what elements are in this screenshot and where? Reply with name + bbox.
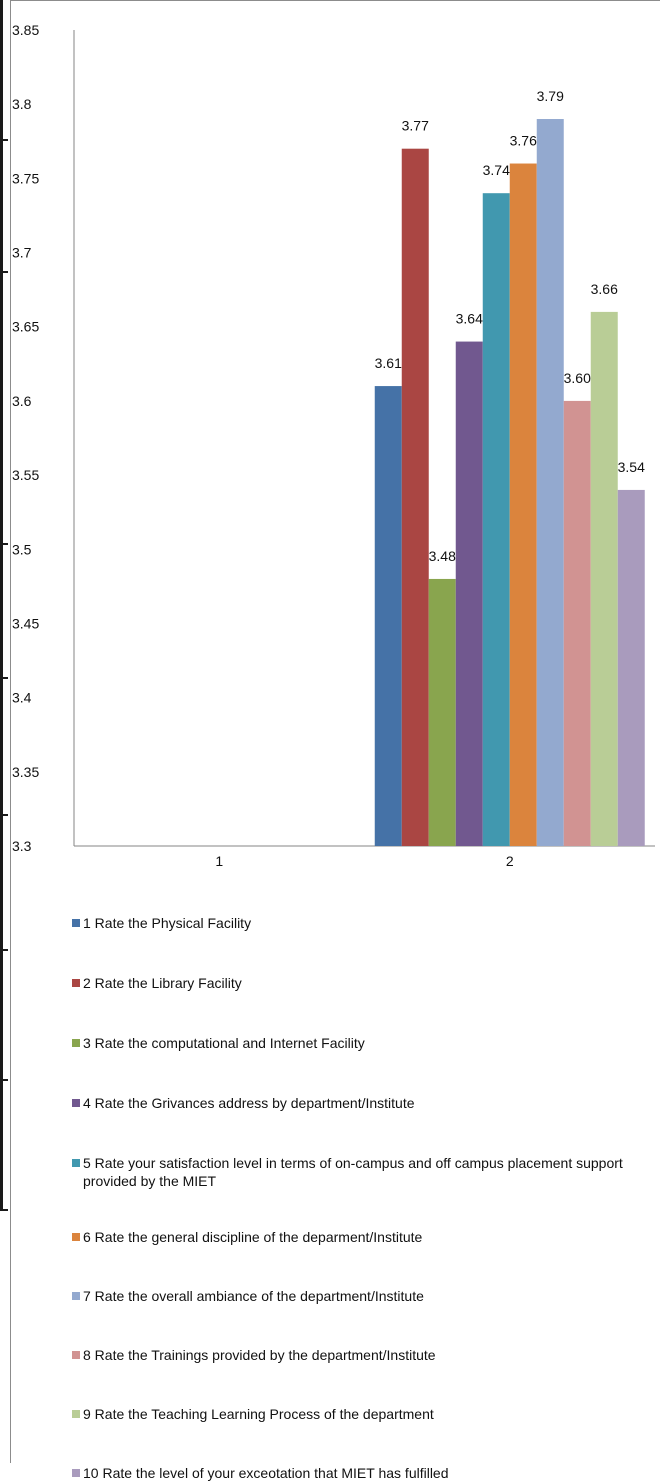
y-tick-label: 3.45 — [12, 615, 39, 631]
data-label-series-8: 3.60 — [564, 370, 591, 386]
legend-label: 6 Rate the general discipline of the dep… — [83, 1229, 423, 1245]
legend-item-5: 5 Rate your satisfaction level in terms … — [72, 1154, 643, 1190]
legend-item-4: 4 Rate the Grivances address by departme… — [72, 1094, 643, 1112]
y-tick-label: 3.75 — [12, 170, 39, 186]
y-tick-label: 3.4 — [12, 690, 32, 706]
legend-item-1: 1 Rate the Physical Facility — [72, 914, 643, 932]
bar-series — [374, 119, 645, 847]
table-row-divider — [0, 1079, 8, 1081]
legend-label: 7 Rate the overall ambiance of the depar… — [83, 1288, 424, 1304]
y-tick-label: 3.35 — [12, 764, 39, 780]
bar-series-3 — [428, 578, 456, 846]
data-label-series-3: 3.48 — [429, 548, 456, 564]
bar-series-2 — [401, 148, 429, 846]
legend-label: 1 Rate the Physical Facility — [83, 915, 252, 931]
table-row-divider — [0, 677, 8, 679]
y-tick-label: 3.55 — [12, 467, 39, 483]
bar-series-6 — [509, 163, 537, 846]
legend-label: 3 Rate the computational and Internet Fa… — [83, 1035, 365, 1051]
data-labels: 3.61 3.77 3.48 3.64 3.743.76 3.79 3.60 3.66 3.54 — [375, 88, 645, 564]
legend-swatch — [72, 1233, 80, 1241]
legend-swatch — [72, 1292, 80, 1300]
legend-item-9: 9 Rate the Teaching Learning Process of … — [72, 1405, 643, 1423]
legend-item-6: 6 Rate the general discipline of the dep… — [72, 1228, 643, 1246]
y-tick-label: 3.6 — [12, 393, 32, 409]
data-label-series-4: 3.64 — [456, 311, 483, 327]
legend-item-10: 10 Rate the level of your exceotation th… — [72, 1464, 643, 1482]
legend-swatch — [72, 1410, 80, 1418]
bar-series-10 — [617, 489, 645, 846]
y-tick-label: 3.85 — [12, 22, 39, 38]
table-row-divider — [0, 949, 8, 951]
bar-series-1 — [374, 386, 402, 846]
bar-series-8 — [563, 400, 591, 846]
bar-series-4 — [455, 341, 483, 846]
table-row-divider — [0, 1209, 8, 1211]
bar-series-7 — [536, 119, 564, 846]
y-tick-label: 3.65 — [12, 319, 39, 335]
legend-label: 2 Rate the Library Facility — [83, 975, 242, 991]
legend-swatch — [72, 1099, 80, 1107]
table-row-divider — [0, 814, 8, 816]
data-label-series-10: 3.54 — [618, 459, 645, 475]
table-row-divider — [0, 543, 8, 545]
legend-label: 4 Rate the Grivances address by departme… — [83, 1095, 415, 1111]
bar-series-5 — [482, 193, 510, 846]
legend-swatch — [72, 979, 80, 987]
legend-item-8: 8 Rate the Trainings provided by the dep… — [72, 1346, 643, 1364]
bar-chart: 3.3 3.35 3.4 3.45 3.5 3.55 3.6 3.65 3.7 3.75 3.8 3.… — [12, 22, 655, 869]
chart-frame — [10, 0, 660, 1463]
legend-swatch — [72, 1351, 80, 1359]
y-tick-label: 3.5 — [12, 541, 32, 557]
legend-item-3: 3 Rate the computational and Internet Fa… — [72, 1034, 643, 1052]
legend-swatch — [72, 1039, 80, 1047]
y-tick-label: 3.3 — [12, 838, 32, 854]
legend-swatch — [72, 1469, 80, 1477]
x-tick-label: 2 — [506, 853, 514, 869]
legend-item-7: 7 Rate the overall ambiance of the depar… — [72, 1287, 643, 1305]
table-border-left — [0, 0, 3, 1210]
data-label-series-5: 3.74 — [483, 162, 510, 178]
bar-series-9 — [590, 311, 618, 847]
y-tick-label: 3.7 — [12, 245, 32, 261]
legend-label: 5 Rate your satisfaction level in terms … — [83, 1155, 623, 1189]
legend-label: 10 Rate the level of your exceotation th… — [83, 1465, 449, 1481]
x-tick-label: 1 — [215, 853, 223, 869]
legend-label: 8 Rate the Trainings provided by the dep… — [83, 1347, 436, 1363]
y-tick-label: 3.8 — [12, 96, 32, 112]
data-label-series-2: 3.77 — [402, 118, 429, 134]
legend-label: 9 Rate the Teaching Learning Process of … — [83, 1406, 434, 1422]
data-label-series-6: 3.76 — [510, 133, 537, 149]
data-label-series-7: 3.79 — [537, 88, 564, 104]
data-label-series-1: 3.61 — [375, 355, 402, 371]
data-label-series-9: 3.66 — [591, 281, 618, 297]
legend-item-2: 2 Rate the Library Facility — [72, 974, 643, 992]
legend-swatch — [72, 1159, 80, 1167]
table-row-divider — [0, 271, 8, 273]
y-axis-tick-labels: 3.3 3.35 3.4 3.45 3.5 3.55 3.6 3.65 3.7 3.75 3.8 3.… — [12, 22, 39, 854]
table-row-divider — [0, 139, 8, 141]
legend-swatch — [72, 919, 80, 927]
